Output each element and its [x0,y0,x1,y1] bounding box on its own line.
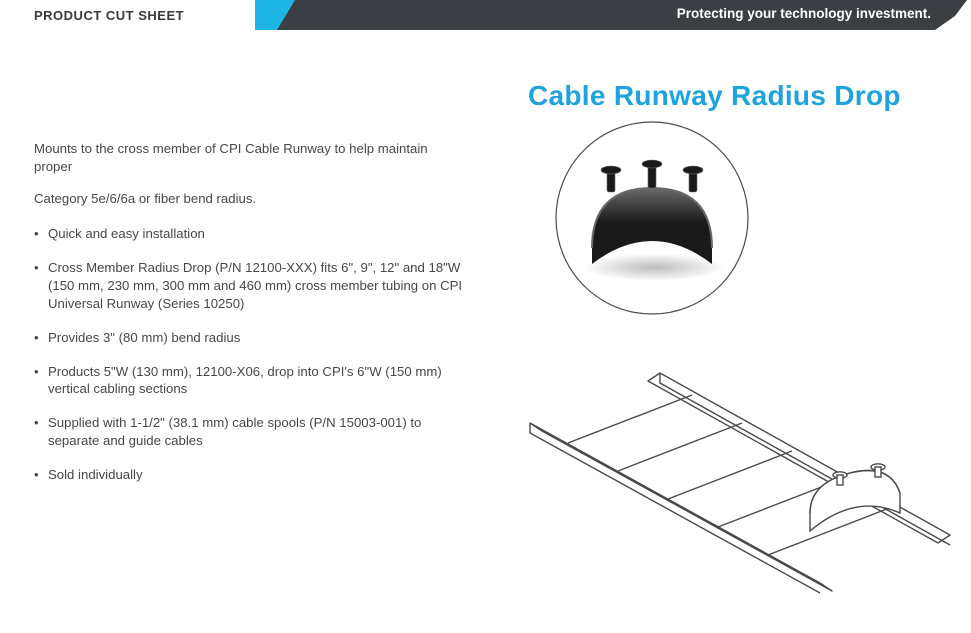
installation-diagram [510,363,960,623]
intro-line-1: Mounts to the cross member of CPI Cable … [34,140,464,176]
page-header: PRODUCT CUT SHEET Protecting your techno… [0,0,971,36]
list-item: Cross Member Radius Drop (P/N 12100-XXX)… [34,259,464,312]
feature-list: Quick and easy installation Cross Member… [34,225,464,483]
body-copy: Mounts to the cross member of CPI Cable … [34,140,464,500]
list-item: Quick and easy installation [34,225,464,243]
header-label: PRODUCT CUT SHEET [34,8,184,23]
list-item: Products 5"W (130 mm), 12100-X06, drop i… [34,363,464,399]
product-title: Cable Runway Radius Drop [528,80,901,112]
list-item: Supplied with 1-1/2" (38.1 mm) cable spo… [34,414,464,450]
header-tagline: Protecting your technology investment. [677,6,931,21]
product-photo [552,118,752,318]
list-item: Sold individually [34,466,464,484]
intro-line-2: Category 5e/6/6a or fiber bend radius. [34,190,464,208]
list-item: Provides 3" (80 mm) bend radius [34,329,464,347]
